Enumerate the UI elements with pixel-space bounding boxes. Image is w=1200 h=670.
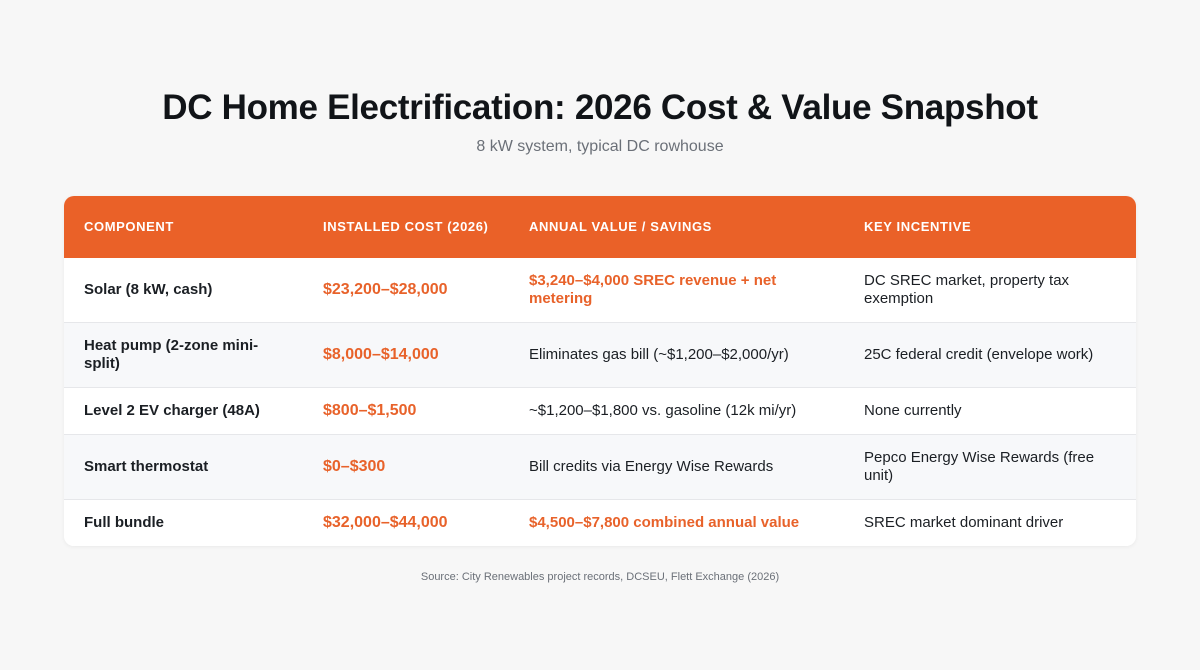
cell-annual-value: ~$1,200–$1,800 vs. gasoline (12k mi/yr) <box>529 401 797 419</box>
column-header-installed-cost: INSTALLED COST (2026) <box>323 219 489 234</box>
column-header-annual-value: ANNUAL VALUE / SAVINGS <box>529 219 712 234</box>
cell-key-incentive: Pepco Energy Wise Rewards (free unit) <box>864 448 1095 484</box>
table-row: Full bundle $32,000–$44,000 $4,500–$7,80… <box>64 499 1136 546</box>
table-header-row: COMPONENT INSTALLED COST (2026) ANNUAL V… <box>64 196 1136 258</box>
cell-key-incentive: None currently <box>864 401 962 419</box>
cell-annual-value: $4,500–$7,800 combined annual value <box>529 513 800 531</box>
cell-installed-cost: $8,000–$14,000 <box>323 345 439 363</box>
cell-annual-value: $3,240–$4,000 SREC revenue + net meterin… <box>529 271 777 307</box>
cost-value-table: COMPONENT INSTALLED COST (2026) ANNUAL V… <box>64 196 1136 546</box>
cell-installed-cost: $32,000–$44,000 <box>323 513 448 531</box>
cell-key-incentive: DC SREC market, property tax exemption <box>864 271 1070 307</box>
page-subtitle: 8 kW system, typical DC rowhouse <box>476 138 724 155</box>
cell-installed-cost: $0–$300 <box>323 457 386 475</box>
cell-component: Solar (8 kW, cash) <box>84 280 213 298</box>
table-row: Smart thermostat $0–$300 Bill credits vi… <box>64 434 1136 499</box>
page-title: DC Home Electrification: 2026 Cost & Val… <box>162 88 1038 127</box>
table-row: Solar (8 kW, cash) $23,200–$28,000 $3,24… <box>64 258 1136 322</box>
cell-key-incentive: SREC market dominant driver <box>864 513 1064 531</box>
cell-component: Full bundle <box>84 513 164 531</box>
column-header-key-incentive: KEY INCENTIVE <box>864 219 972 234</box>
table-row: Heat pump (2-zone mini-split) $8,000–$14… <box>64 322 1136 387</box>
cell-component: Smart thermostat <box>84 457 209 475</box>
table-body: Solar (8 kW, cash) $23,200–$28,000 $3,24… <box>64 258 1136 546</box>
cell-component: Level 2 EV charger (48A) <box>84 401 260 419</box>
table-header: COMPONENT INSTALLED COST (2026) ANNUAL V… <box>64 196 1136 258</box>
cell-installed-cost: $800–$1,500 <box>323 401 417 419</box>
column-header-component: COMPONENT <box>84 219 174 234</box>
cell-component: Heat pump (2-zone mini-split) <box>84 336 259 372</box>
table-row: Level 2 EV charger (48A) $800–$1,500 ~$1… <box>64 387 1136 434</box>
cell-installed-cost: $23,200–$28,000 <box>323 280 448 298</box>
cost-value-table-card: COMPONENT INSTALLED COST (2026) ANNUAL V… <box>64 196 1136 546</box>
cell-annual-value: Bill credits via Energy Wise Rewards <box>529 457 774 475</box>
source-note: Source: City Renewables project records,… <box>420 571 780 583</box>
cell-annual-value: Eliminates gas bill (~$1,200–$2,000/yr) <box>529 345 789 363</box>
cell-key-incentive: 25C federal credit (envelope work) <box>864 345 1094 363</box>
